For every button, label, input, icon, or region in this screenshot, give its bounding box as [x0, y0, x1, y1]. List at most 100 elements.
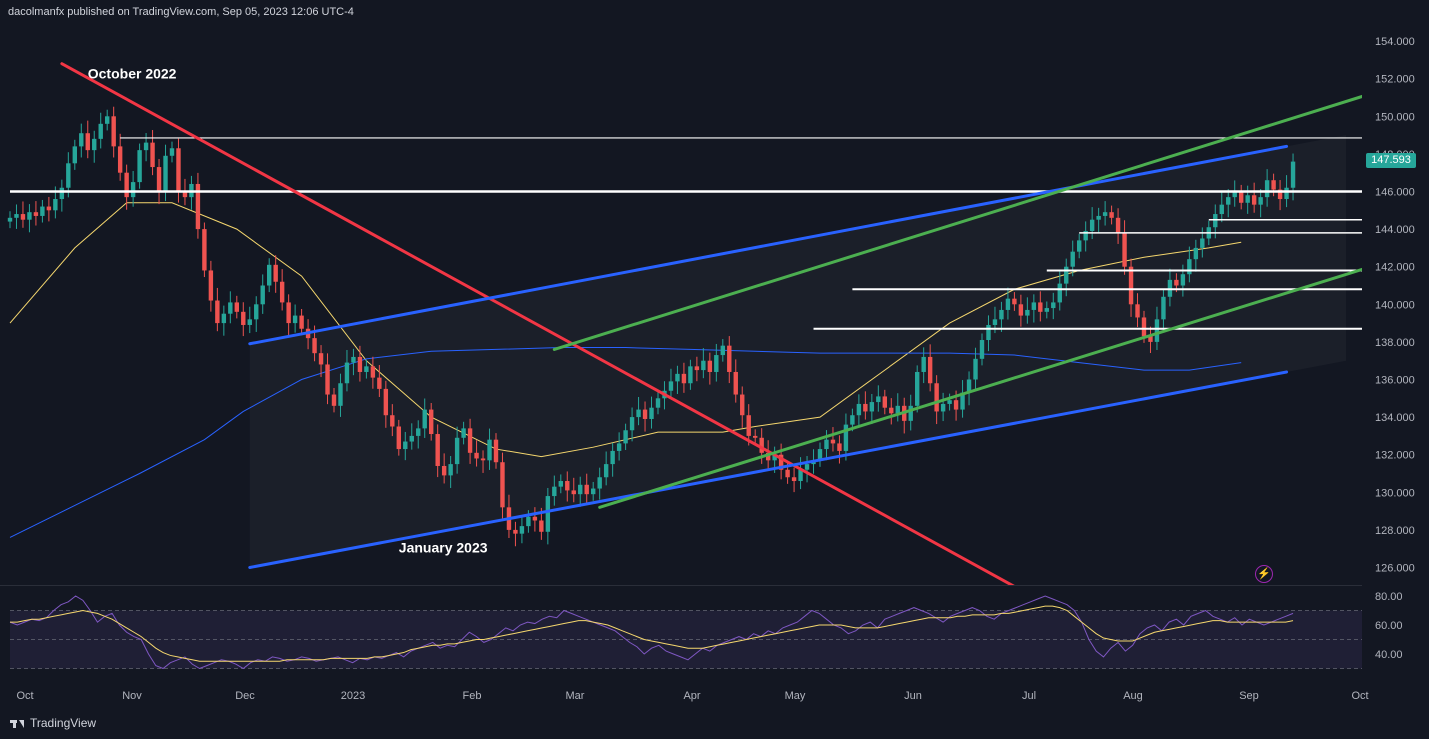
- candle: [526, 516, 531, 527]
- candle: [1200, 238, 1205, 248]
- trendline-green-upper[interactable]: [552, 94, 1370, 351]
- rsi-tick-label: 40.00: [1375, 649, 1403, 661]
- trendline-downtrend[interactable]: [60, 62, 1021, 590]
- candle: [940, 403, 946, 412]
- candle: [377, 377, 382, 389]
- candle: [390, 415, 395, 427]
- candle: [798, 469, 803, 482]
- candle: [467, 428, 473, 453]
- candle: [992, 319, 998, 325]
- candle: [1077, 240, 1082, 252]
- candle: [701, 360, 706, 371]
- candle: [221, 313, 227, 324]
- candle: [1031, 302, 1037, 310]
- candle: [66, 163, 71, 188]
- price-tick-label: 132.000: [1375, 450, 1415, 462]
- flash-icon[interactable]: ⚡: [1255, 565, 1273, 583]
- candle: [1044, 308, 1049, 312]
- candle: [999, 309, 1004, 320]
- candle: [746, 415, 751, 436]
- candle: [351, 356, 356, 363]
- candle: [1122, 232, 1127, 267]
- price-tick-label: 146.000: [1375, 187, 1415, 199]
- candle: [370, 366, 376, 378]
- candle: [182, 191, 188, 198]
- candle: [1187, 259, 1192, 275]
- candle: [616, 443, 622, 451]
- time-tick-label: Apr: [683, 690, 700, 702]
- candle: [1239, 191, 1244, 203]
- time-tick-label: Jul: [1022, 690, 1036, 702]
- candle: [830, 439, 836, 444]
- candle: [882, 396, 887, 408]
- candle: [493, 439, 499, 463]
- candle: [92, 138, 97, 151]
- candle: [228, 302, 233, 314]
- time-tick-label: Dec: [235, 690, 255, 702]
- candle: [519, 526, 525, 534]
- candle: [325, 364, 330, 395]
- price-tick-label: 140.000: [1375, 299, 1415, 311]
- candle: [740, 394, 745, 416]
- candle: [1251, 195, 1257, 205]
- candle: [195, 183, 201, 230]
- candle: [312, 338, 317, 354]
- candle: [267, 264, 272, 286]
- candle: [973, 358, 978, 380]
- tradingview-logo[interactable]: TradingView: [10, 716, 96, 730]
- candle: [79, 133, 84, 147]
- candle: [552, 486, 557, 497]
- price-tick-label: 144.000: [1375, 224, 1415, 236]
- time-tick-label: Oct: [16, 690, 33, 702]
- candle: [292, 315, 298, 324]
- candle: [27, 212, 32, 220]
- candle: [409, 435, 414, 442]
- price-tick-label: 154.000: [1375, 36, 1415, 48]
- candle: [720, 345, 725, 356]
- time-tick-label: Nov: [122, 690, 142, 702]
- candle: [1128, 266, 1134, 305]
- rsi-pane: [9, 595, 1362, 670]
- candle: [59, 187, 65, 200]
- candle: [130, 182, 136, 198]
- candle: [441, 465, 447, 476]
- candle: [383, 388, 389, 416]
- candle: [571, 490, 576, 495]
- candle: [7, 217, 13, 222]
- rsi-signal-line: [10, 605, 1294, 662]
- candle: [124, 172, 129, 198]
- candle: [338, 383, 343, 406]
- candle: [1226, 197, 1231, 205]
- ma-line-ma200: [9, 347, 1242, 538]
- candle: [454, 437, 460, 465]
- candle: [1141, 317, 1147, 337]
- candle: [1115, 217, 1121, 233]
- candle: [344, 362, 350, 384]
- candle: [98, 123, 103, 139]
- candle: [202, 229, 207, 271]
- candle: [934, 383, 939, 412]
- candle: [1070, 251, 1075, 267]
- candle: [143, 142, 149, 151]
- candle: [1271, 180, 1276, 190]
- trendline-channel-bottom[interactable]: [248, 370, 1289, 569]
- candle: [636, 409, 641, 418]
- candle: [273, 264, 278, 282]
- channel-fill: [250, 135, 1346, 567]
- candle: [33, 212, 39, 216]
- candle: [804, 464, 810, 470]
- candle: [1232, 191, 1237, 198]
- candle: [1102, 212, 1108, 216]
- price-tick-label: 142.000: [1375, 262, 1415, 274]
- candle: [1089, 219, 1095, 231]
- price-tick-label: 136.000: [1375, 375, 1415, 387]
- trendline-green-lower[interactable]: [598, 267, 1371, 509]
- trendline-channel-top[interactable]: [248, 144, 1289, 346]
- main-pane: October 2022 January 2023: [7, 62, 1371, 590]
- candle: [215, 300, 220, 324]
- candle: [863, 403, 868, 412]
- candle: [908, 405, 913, 421]
- candle: [474, 452, 479, 459]
- candle: [1012, 298, 1017, 305]
